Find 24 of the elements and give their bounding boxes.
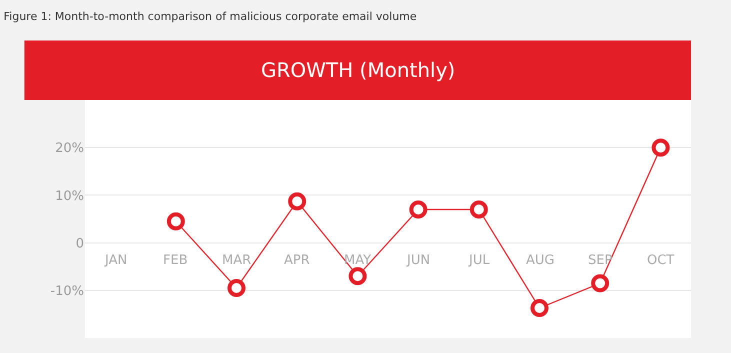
point xyxy=(409,200,428,218)
chart-subtitle: GROWTH (Monthly) xyxy=(261,58,456,82)
y-tick-label: -10% xyxy=(50,284,84,299)
x-tick-label: AUG xyxy=(526,253,554,268)
x-tick-label: MAY xyxy=(344,253,372,268)
point xyxy=(652,138,670,157)
y-tick-label: 0 xyxy=(76,236,84,252)
x-tick-label: APR xyxy=(284,253,310,268)
x-tick-label: FEB xyxy=(163,253,188,268)
point xyxy=(348,267,367,286)
y-tick-label: 10% xyxy=(55,188,84,204)
x-tick-label: JUL xyxy=(468,253,490,268)
point xyxy=(470,200,488,218)
point xyxy=(228,279,246,298)
point xyxy=(166,212,185,230)
point xyxy=(288,192,306,210)
x-tick-label: JAN xyxy=(104,253,128,268)
point xyxy=(591,274,610,292)
x-tick-label: OCT xyxy=(647,253,674,268)
chart-title: Figure 1: Month-to-month comparison of malicious corporate email volume xyxy=(4,10,417,24)
point xyxy=(530,299,548,318)
x-tick-label: MAR xyxy=(222,253,252,268)
x-tick-label: JUN xyxy=(406,253,430,268)
y-tick-label: 20% xyxy=(55,141,84,156)
